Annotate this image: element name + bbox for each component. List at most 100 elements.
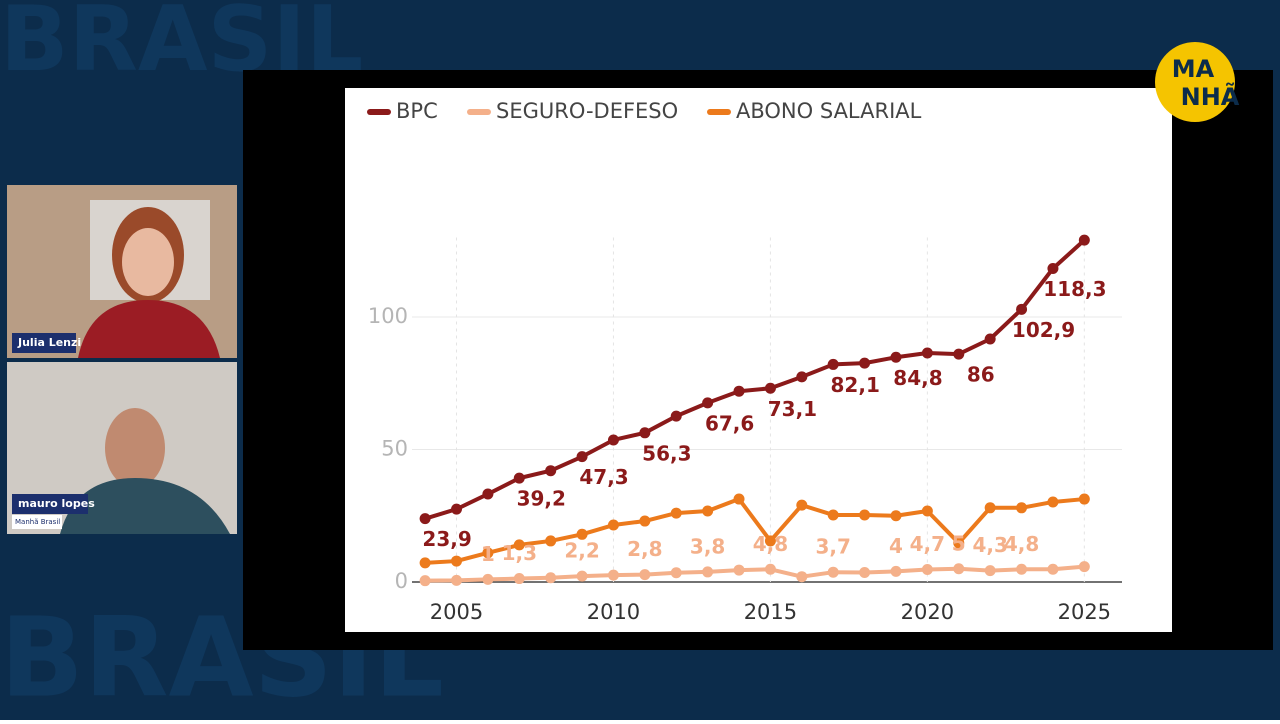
y-tick-label: 100 (368, 304, 408, 328)
data-label: 4,8 (753, 532, 788, 556)
point (859, 509, 871, 521)
point (576, 570, 588, 582)
point (482, 573, 494, 585)
chart: 0 50 100 2005 2010 2015 2020 2025 BPC SEGURO-DEFE… (367, 99, 1122, 624)
series-line (425, 564, 1085, 583)
point (482, 547, 494, 559)
point (1016, 563, 1028, 575)
data-label: 67,6 (705, 411, 754, 435)
point (1047, 563, 1059, 575)
point (764, 382, 776, 394)
point (984, 565, 996, 577)
legend-label: SEGURO-DEFESO (496, 99, 678, 123)
data-label: 118,3 (1043, 277, 1106, 301)
point (890, 351, 902, 363)
point (639, 427, 651, 439)
point (702, 566, 714, 578)
data-label: 4,3 (972, 533, 1007, 557)
point (513, 573, 525, 585)
data-label: 73,1 (768, 397, 817, 421)
point (639, 515, 651, 527)
point (513, 539, 525, 551)
x-tick-label: 2025 (1058, 600, 1111, 624)
data-label: 4,8 (1004, 532, 1039, 556)
point (764, 535, 776, 547)
point (953, 563, 965, 575)
x-tick-label: 2020 (901, 600, 954, 624)
point (890, 565, 902, 577)
point (576, 451, 588, 463)
x-tick-label: 2005 (430, 600, 483, 624)
data-label: 2,2 (564, 539, 599, 563)
point (670, 567, 682, 579)
data-label: 23,9 (422, 527, 471, 551)
person (122, 228, 174, 296)
legend-label: BPC (396, 99, 438, 123)
point (921, 564, 933, 576)
point (796, 499, 808, 511)
org-tag-text: Manhã Brasil (15, 518, 60, 526)
point (953, 348, 965, 360)
point (984, 502, 996, 514)
data-label: 86 (967, 363, 995, 387)
point (419, 557, 431, 569)
point (607, 434, 619, 446)
person (60, 478, 230, 534)
data-label: 47,3 (579, 465, 628, 489)
point (702, 505, 714, 517)
point (921, 505, 933, 517)
point (545, 535, 557, 547)
series-line (424, 497, 1085, 565)
point (733, 493, 745, 505)
data-label: 102,9 (1012, 318, 1075, 342)
point (576, 528, 588, 540)
legend-label: ABONO SALARIAL (736, 99, 922, 123)
point (545, 572, 557, 584)
chart-panel (345, 88, 1172, 632)
point (451, 555, 463, 567)
point (1078, 234, 1090, 246)
point (796, 571, 808, 583)
data-label: 1,3 (502, 541, 537, 565)
point (827, 509, 839, 521)
data-label: 82,1 (831, 373, 880, 397)
point (607, 519, 619, 531)
point (733, 385, 745, 397)
point (764, 563, 776, 575)
point (670, 410, 682, 422)
point (859, 566, 871, 578)
org-tag (12, 515, 62, 529)
point (702, 397, 714, 409)
point (670, 507, 682, 519)
data-label: 39,2 (517, 487, 566, 511)
data-label: 3,8 (690, 534, 725, 558)
point (419, 575, 431, 587)
point (953, 537, 965, 549)
point (890, 510, 902, 522)
data-label: 84,8 (893, 366, 942, 390)
data-label: 1 (481, 542, 495, 566)
point (639, 569, 651, 581)
point (921, 347, 933, 359)
point (796, 371, 808, 383)
data-label: 3,7 (815, 535, 850, 559)
point (513, 472, 525, 484)
point (827, 566, 839, 578)
point (1047, 496, 1059, 508)
point (419, 513, 431, 525)
point (733, 564, 745, 576)
data-label: 4 (889, 534, 903, 558)
name-tag (12, 494, 88, 514)
point (1078, 561, 1090, 573)
point (827, 358, 839, 370)
data-label: 5 (952, 531, 966, 555)
name-tag (12, 333, 76, 353)
y-tick-label: 0 (395, 569, 408, 593)
data-label: 2,8 (627, 537, 662, 561)
series-line (424, 238, 1086, 521)
point (984, 333, 996, 345)
person (78, 300, 220, 358)
point (451, 574, 463, 586)
